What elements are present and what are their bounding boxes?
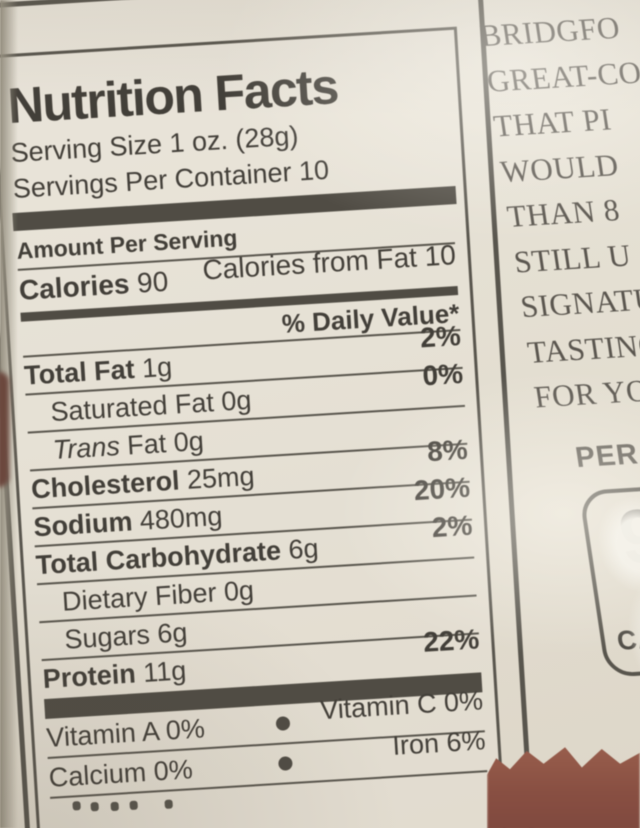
nutrient-name-italic: Trans: [51, 431, 121, 466]
nutrient-name: Protein: [41, 658, 137, 695]
nutrient-name: Total Fat: [23, 353, 136, 391]
nutrient-amount: 1g: [141, 351, 173, 384]
bullet-dot: [278, 756, 293, 771]
daily-value-percent: 2%: [430, 509, 474, 544]
micronutrient-left: Calcium 0%: [47, 754, 194, 793]
nutrient-name: Sugars: [63, 619, 151, 655]
micronutrient-right: Iron 6%: [391, 725, 487, 761]
left-edge-product-blotch: [0, 372, 9, 487]
micronutrient-left: Vitamin A 0%: [45, 713, 206, 753]
nutrient-amount: 6g: [156, 617, 189, 650]
daily-value-percent: 22%: [422, 623, 481, 658]
nutrient-amount: 25mg: [186, 460, 256, 495]
nutrient-amount: 6g: [287, 533, 320, 565]
daily-value-percent: 0%: [421, 357, 464, 392]
cut-off-footnote-fragment: [72, 801, 81, 811]
nutrient-amount: 0g: [222, 575, 255, 607]
nutrient-name: Fat: [126, 428, 168, 461]
daily-value-percent: 8%: [426, 433, 469, 468]
nutrient-amount: 11g: [142, 655, 188, 688]
nutrient-amount: 0g: [220, 384, 253, 417]
bullet-dot: [275, 716, 291, 731]
story-line: BRIDGFO: [477, 9, 623, 54]
calories-left: Calories 90: [18, 262, 170, 311]
calories-label: Calories: [18, 268, 131, 306]
nutrient-name: Cholesterol: [30, 465, 181, 505]
daily-value-percent: 2%: [419, 319, 462, 354]
nutrient-amount: 480mg: [138, 500, 224, 536]
per-serving-heading: PER S: [573, 436, 640, 474]
nutrient-name: Sodium: [32, 506, 134, 543]
nutrition-facts-panel: Nutrition Facts Serving Size 1 oz. (28g)…: [0, 26, 512, 828]
glare-highlight: [569, 470, 640, 686]
daily-value-percent: 20%: [413, 471, 471, 507]
calories-value: 90: [136, 265, 170, 299]
nutrient-amount: 0g: [172, 425, 205, 458]
calories-badge: 90 CALORIES: [569, 470, 640, 686]
